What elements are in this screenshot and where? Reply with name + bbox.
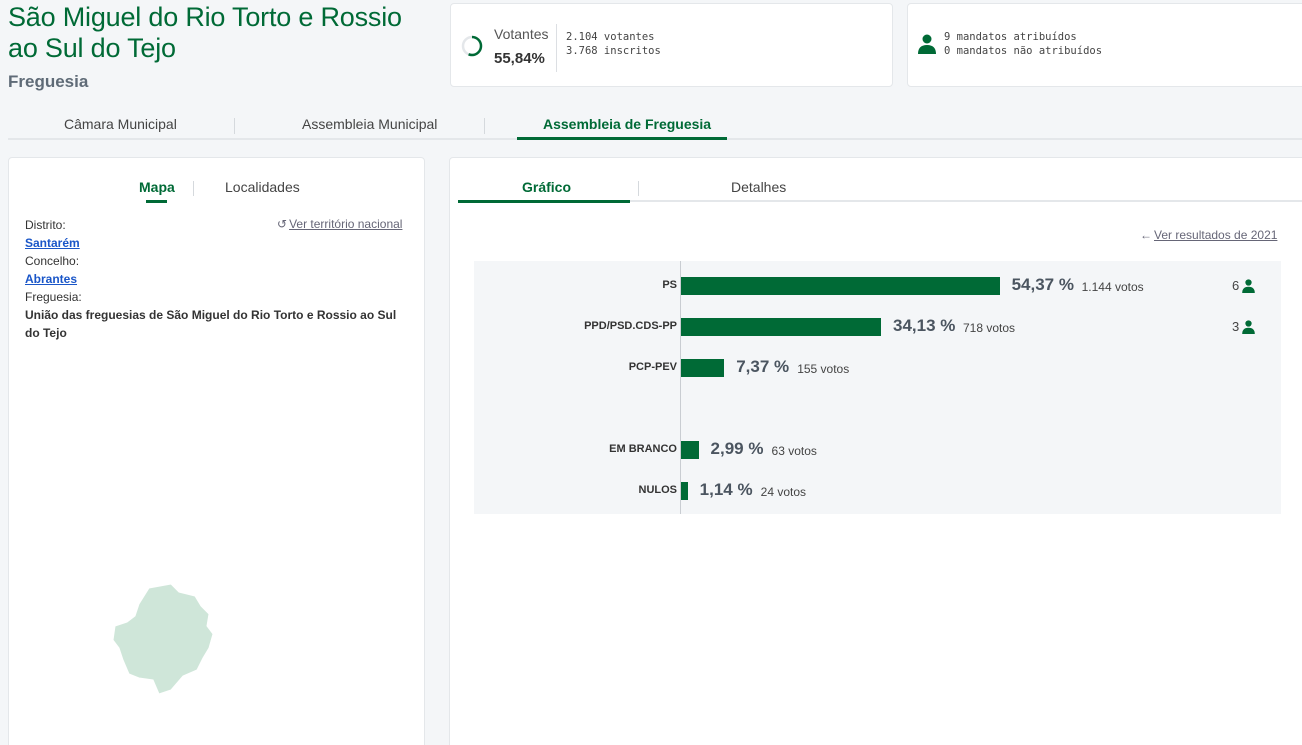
distrito-label: Distrito: [25,218,66,232]
seats-number: 3 [1232,319,1240,334]
bar[interactable] [681,277,1000,295]
bar[interactable] [681,441,699,459]
tab-grafico[interactable]: Gráfico [522,179,572,195]
page-subtitle: Freguesia [8,72,89,91]
bar-row: PPD/PSD.CDS-PP 34,13 % 718 votos 3 [474,316,1281,337]
tab-detalhes[interactable]: Detalhes [731,179,787,195]
mandatos-card: 9 mandatos atribuídos 0 mandatos não atr… [907,3,1302,87]
seats-number: 6 [1232,278,1240,293]
ver-territorio-label: Ver território nacional [289,217,403,231]
results-panel: Gráfico Detalhes ← Ver resultados de 2021… [449,157,1302,745]
votes-label: 24 votos [760,485,807,499]
party-label: EM BRANCO [609,443,677,455]
mandatos-nao-atribuidos: 0 mandatos não atribuídos [944,45,1103,57]
votantes-card: Votantes 55,84% 2.104 votantes 3.768 ins… [450,3,893,87]
person-icon [1242,278,1256,293]
ver-resultados-link[interactable]: ← Ver resultados de 2021 [1140,228,1277,242]
votes-label: 63 votos [771,444,817,458]
arrow-left-icon: ← [1140,228,1152,242]
subtab-baseline [458,200,1302,202]
inscritos-count: 3.768 inscritos [566,45,661,57]
tab-divider [638,181,639,196]
active-subtab-indicator [146,200,167,203]
party-label: PPD/PSD.CDS-PP [584,320,677,332]
seats-count: 6 [1232,278,1256,293]
percentage-label: 1,14 % [699,480,753,499]
chart-axis [680,261,681,514]
party-label: NULOS [638,484,678,496]
party-label: PS [662,279,677,291]
concelho-label: Concelho: [25,254,80,268]
tab-localidades[interactable]: Localidades [225,179,300,195]
tab-assembleia-municipal[interactable]: Assembleia Municipal [302,116,438,132]
map-panel: Mapa Localidades ↺ Ver território naciona… [8,157,425,745]
votantes-count: 2.104 votantes [566,31,655,43]
mandatos-atribuidos: 9 mandatos atribuídos [944,31,1077,43]
active-tab-indicator [517,137,727,140]
undo-icon: ↺ [277,217,288,231]
page-title: São Miguel do Rio Torto e Rossio ao Sul … [8,2,402,63]
votes-label: 1.144 votos [1081,280,1144,294]
freguesia-value: União das freguesias de São Miguel do Ri… [25,308,397,340]
tab-divider [193,181,194,196]
chart-area [474,261,1281,514]
tab-divider [484,118,485,134]
turnout-ring-icon [461,35,483,57]
freguesia-shape [112,583,214,695]
bar-row: EM BRANCO 2,99 % 63 votos [474,439,1281,460]
bar-row: PCP-PEV 7,37 % 155 votos [474,357,1281,378]
bar[interactable] [681,359,725,377]
votes-label: 718 votos [963,321,1016,335]
person-icon [1242,319,1256,334]
bar[interactable] [681,482,688,500]
party-label: PCP-PEV [628,361,677,373]
freguesia-map[interactable] [109,578,219,698]
seats-count: 3 [1232,319,1256,334]
distrito-link[interactable]: Santarém [25,236,80,250]
ver-territorio-link[interactable]: ↺ Ver território nacional [277,217,402,231]
concelho-link[interactable]: Abrantes [25,272,78,286]
tab-mapa[interactable]: Mapa [139,179,175,195]
tab-assembleia-freguesia[interactable]: Assembleia de Freguesia [543,116,712,132]
percentage-label: 7,37 % [736,357,790,376]
percentage-label: 2,99 % [710,439,764,458]
freguesia-label: Freguesia: [25,290,82,304]
votantes-percentage: 55,84% [494,50,545,67]
ver-resultados-label: Ver resultados de 2021 [1154,228,1278,242]
percentage-label: 34,13 % [893,316,956,335]
votantes-label: Votantes [494,26,549,42]
divider [556,24,557,72]
bar-row: NULOS 1,14 % 24 votos [474,480,1281,501]
tab-divider [234,118,235,134]
bar-row: PS 54,37 % 1.144 votos 6 [474,275,1281,296]
percentage-label: 54,37 % [1011,275,1074,294]
votes-label: 155 votos [797,362,850,376]
tab-camara-municipal[interactable]: Câmara Municipal [64,116,177,132]
active-subtab-indicator [458,200,630,203]
election-tabs: Câmara Municipal Assembleia Municipal As… [8,110,1302,140]
bar[interactable] [681,318,881,336]
person-icon [918,34,936,54]
